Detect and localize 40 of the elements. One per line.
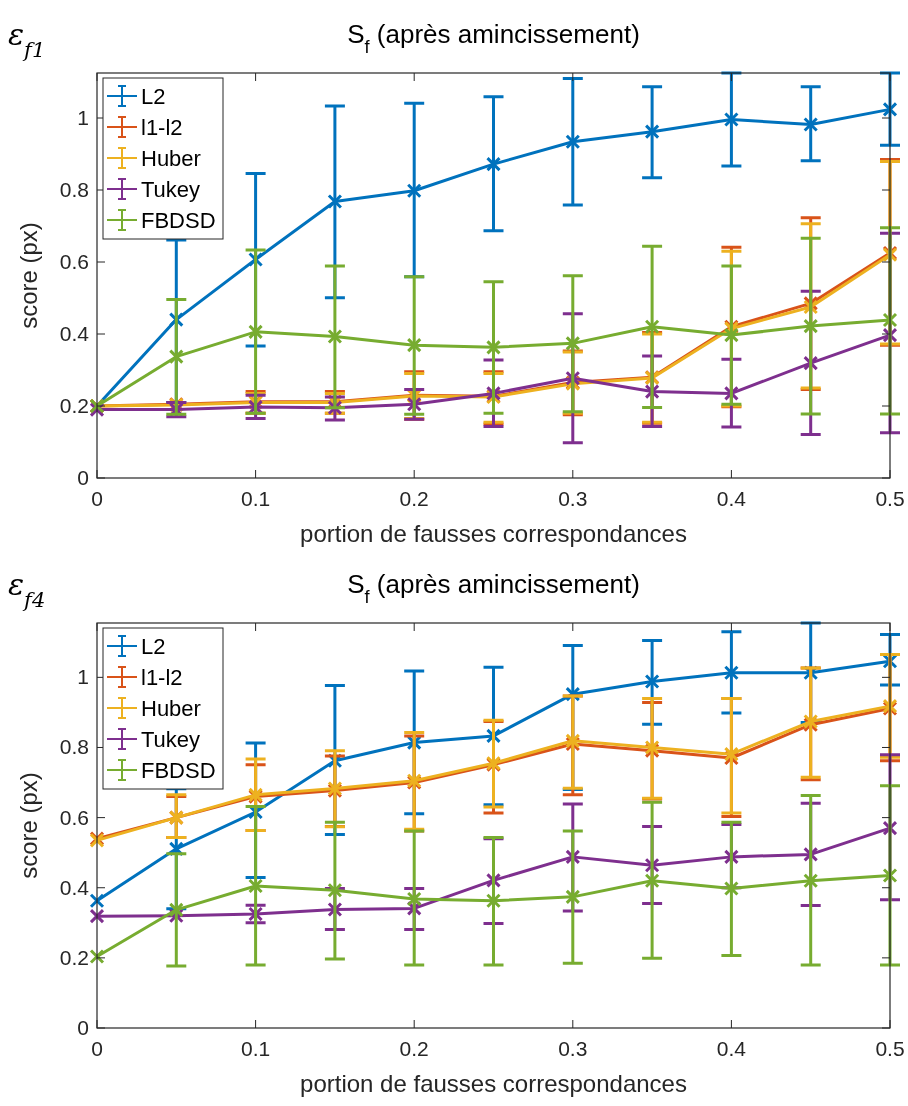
x-tick-label: 0.2: [399, 487, 429, 510]
legend-label: Huber: [141, 696, 201, 721]
y-axis-title: score (px): [15, 222, 42, 329]
chart-title: S$_{f}$ (après amincissement): [347, 19, 640, 57]
y-tick-label: 0: [77, 1016, 89, 1039]
x-tick-label: 0.5: [875, 1037, 905, 1060]
legend-label: L2: [141, 634, 166, 659]
x-tick-label: 0.1: [241, 1037, 271, 1060]
x-axis-title: portion de fausses correspondances: [300, 520, 687, 547]
x-axis-title: portion de fausses correspondances: [300, 1070, 687, 1097]
y-tick-label: 0.4: [59, 875, 90, 899]
y-tick-label: 0: [77, 466, 89, 489]
y-tick-label: 0.4: [59, 322, 90, 345]
chart-title: S$_{f}$ (après amincissement): [347, 569, 640, 607]
x-tick-label: 0.3: [558, 487, 588, 510]
y-tick-label: 0.8: [59, 735, 89, 759]
x-tick-label: 0.1: [241, 487, 271, 510]
legend-label: Huber: [141, 146, 201, 171]
y-tick-label: 0.2: [59, 394, 89, 417]
y-tick-label: 0.6: [59, 250, 89, 273]
text: ε$_{f4}$: [8, 567, 46, 612]
x-tick-label: 0.4: [716, 487, 747, 510]
x-tick-label: 0.5: [875, 487, 905, 510]
legend-label: l1-l2: [141, 115, 183, 140]
y-axis-title: score (px): [15, 772, 42, 879]
legend-label: Tukey: [141, 727, 201, 752]
text: ε$_{f1}$: [8, 17, 46, 62]
x-tick-label: 0.4: [716, 1037, 747, 1060]
y-tick-label: 0.8: [59, 178, 89, 201]
y-tick-label: 0.2: [59, 945, 89, 969]
legend-label: FBDSD: [141, 758, 216, 783]
y-tick-label: 1: [77, 106, 89, 129]
legend-label: l1-l2: [141, 665, 183, 690]
x-tick-label: 0.2: [399, 1037, 429, 1060]
legend-label: L2: [141, 84, 166, 109]
legend-label: Tukey: [141, 177, 201, 202]
x-tick-label: 0.3: [558, 1037, 588, 1060]
y-tick-label: 0.6: [59, 805, 89, 829]
y-tick-label: 1: [77, 665, 89, 689]
legend-label: FBDSD: [141, 208, 216, 233]
